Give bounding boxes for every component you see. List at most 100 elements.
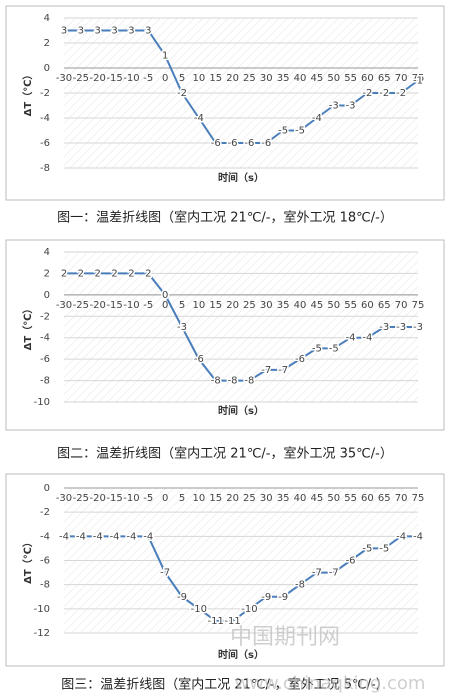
data-label: -2: [177, 88, 187, 99]
x-tick-label: 35: [277, 493, 290, 504]
y-axis-label: ΔT（℃）: [21, 70, 34, 117]
x-tick-label: 75: [412, 73, 425, 84]
x-tick-label: -25: [73, 300, 89, 311]
x-tick-label: -15: [106, 300, 122, 311]
data-label: -11: [208, 616, 224, 627]
data-label: -7: [278, 365, 288, 376]
x-tick-label: 45: [310, 493, 323, 504]
data-label: -6: [244, 138, 254, 149]
watermark-text: 中国期刊网: [230, 625, 340, 650]
x-tick-label: 5: [179, 73, 185, 84]
x-tick-label: 75: [412, 300, 425, 311]
watermark-url: www.chinaqking.com: [235, 673, 426, 694]
x-tick-label: 0: [162, 73, 168, 84]
data-label: -7: [261, 365, 271, 376]
y-tick-label: 0: [44, 483, 50, 494]
x-tick-label: 15: [209, 73, 222, 84]
data-label: 1: [162, 51, 168, 62]
y-tick-label: -10: [34, 397, 50, 408]
x-tick-label: 50: [327, 493, 340, 504]
data-label: -5: [278, 126, 288, 137]
data-label: -1: [413, 76, 423, 87]
data-label: -7: [312, 568, 322, 579]
data-label: -4: [76, 531, 86, 542]
x-axis-label: 时间（s）: [218, 404, 264, 417]
x-tick-label: -25: [73, 493, 89, 504]
data-label: 0: [162, 290, 168, 301]
data-label: -5: [295, 126, 305, 137]
y-tick-label: -4: [40, 113, 50, 124]
data-label: -2: [379, 88, 389, 99]
x-tick-label: 60: [361, 493, 374, 504]
data-line: [64, 535, 418, 622]
x-tick-label: 15: [209, 493, 222, 504]
data-label: -4: [396, 531, 406, 542]
data-label: -8: [228, 376, 238, 387]
data-label: 3: [78, 26, 84, 37]
data-label: 3: [145, 26, 151, 37]
y-tick-label: -8: [40, 580, 50, 591]
data-label: -4: [312, 113, 322, 124]
data-label: -7: [329, 568, 339, 579]
y-tick-label: 2: [44, 268, 50, 279]
data-label: 2: [95, 268, 101, 279]
x-tick-label: 60: [361, 300, 374, 311]
y-tick-label: -6: [40, 556, 50, 567]
x-tick-label: -5: [143, 300, 153, 311]
x-tick-label: -5: [143, 73, 153, 84]
x-tick-label: 65: [378, 300, 391, 311]
x-tick-label: 40: [294, 493, 307, 504]
x-tick-label: 45: [310, 73, 323, 84]
data-label: 3: [95, 26, 101, 37]
x-tick-label: 35: [277, 300, 290, 311]
data-label: -4: [110, 531, 120, 542]
y-tick-label: -4: [40, 531, 50, 542]
x-tick-label: 40: [294, 73, 307, 84]
x-tick-label: 0: [162, 300, 168, 311]
data-label: 2: [61, 268, 67, 279]
y-tick-label: -8: [40, 163, 50, 174]
data-label: -4: [126, 531, 136, 542]
x-tick-label: 30: [260, 73, 273, 84]
y-tick-label: 4: [44, 247, 50, 258]
x-axis-label: 时间（s）: [218, 171, 264, 184]
data-label: -9: [177, 592, 187, 603]
y-tick-label: -2: [40, 88, 50, 99]
y-tick-label: 0: [44, 63, 50, 74]
data-label: -8: [295, 580, 305, 591]
x-tick-label: 50: [327, 73, 340, 84]
y-tick-label: -8: [40, 376, 50, 387]
y-tick-label: -6: [40, 354, 50, 365]
data-label: -9: [278, 592, 288, 603]
y-tick-label: -12: [34, 628, 50, 639]
x-tick-label: 10: [192, 300, 205, 311]
x-tick-label: 0: [162, 493, 168, 504]
x-tick-label: 50: [327, 300, 340, 311]
x-tick-label: -5: [143, 493, 153, 504]
x-tick-label: 10: [192, 73, 205, 84]
x-tick-label: -15: [106, 493, 122, 504]
data-label: 3: [128, 26, 134, 37]
data-label: 2: [145, 268, 151, 279]
data-label: -5: [362, 543, 372, 554]
data-label: -5: [379, 543, 389, 554]
plot-area: [64, 252, 418, 402]
x-tick-label: 10: [192, 493, 205, 504]
x-tick-label: 75: [412, 493, 425, 504]
data-label: -3: [329, 101, 339, 112]
y-tick-label: -6: [40, 138, 50, 149]
data-label: -4: [93, 531, 103, 542]
x-tick-label: 20: [226, 73, 239, 84]
x-tick-label: 25: [243, 493, 256, 504]
data-line: [64, 272, 418, 382]
x-tick-label: 40: [294, 300, 307, 311]
y-axis-label: ΔT（℃）: [21, 304, 34, 351]
data-label: 3: [111, 26, 117, 37]
caption: 图二：温差折线图（室内工况 21℃/-，室外工况 35℃/-）: [57, 446, 393, 462]
x-tick-label: 35: [277, 73, 290, 84]
x-tick-label: 30: [260, 300, 273, 311]
data-label: -6: [346, 556, 356, 567]
x-tick-label: 65: [378, 493, 391, 504]
data-label: -3: [396, 322, 406, 333]
